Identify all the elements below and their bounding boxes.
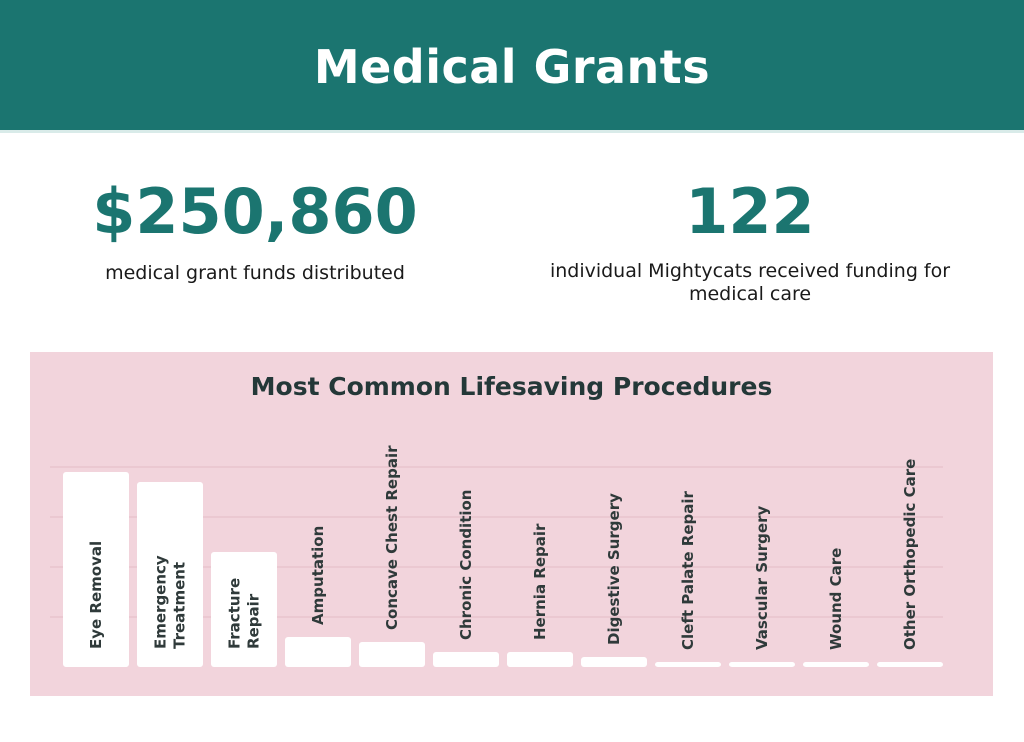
- stat-cats-description: individual Mightycats received funding f…: [549, 260, 951, 305]
- header-banner: Medical Grants: [0, 0, 1024, 130]
- bar-label: Concave Chest Repair: [383, 445, 401, 630]
- bar-fracture-repair: [211, 552, 277, 667]
- bar-hernia-repair: [507, 652, 573, 667]
- bar-label: Fracture: [226, 578, 244, 649]
- bar-label: Amputation: [309, 526, 327, 625]
- page-title: Medical Grants: [313, 40, 711, 94]
- bar-label: Repair: [245, 593, 263, 649]
- bar-wound-care: [803, 662, 869, 667]
- bar-emergency-treatment: [137, 482, 203, 667]
- bar-label: Digestive Surgery: [605, 493, 623, 645]
- bar-label: Vascular Surgery: [753, 506, 771, 650]
- header-divider: [0, 130, 1024, 133]
- stat-funds: $250,860 medical grant funds distributed: [40, 176, 470, 285]
- bar-eye-removal: [63, 472, 129, 667]
- stat-cats: 122 individual Mightycats received fundi…: [540, 176, 960, 306]
- bar-label: Wound Care: [827, 548, 845, 650]
- stat-cats-value: 122: [685, 175, 815, 248]
- bar-label: Cleft Palate Repair: [679, 490, 697, 650]
- chart-title: Most Common Lifesaving Procedures: [250, 372, 773, 401]
- bar-digestive-surgery: [581, 657, 647, 667]
- bar-label: Eye Removal: [87, 541, 105, 649]
- bar-label: Treatment: [171, 562, 189, 649]
- procedures-chart-panel: Most Common Lifesaving Procedures Eye Re…: [30, 352, 993, 696]
- bar-vascular-surgery: [729, 662, 795, 667]
- bar-amputation: [285, 637, 351, 667]
- bar-concave-chest-repair: [359, 642, 425, 667]
- stat-funds-description: medical grant funds distributed: [105, 262, 405, 284]
- bar-label: Emergency: [152, 555, 170, 649]
- bar-chronic-condition: [433, 652, 499, 667]
- bar-label: Chronic Condition: [457, 490, 475, 641]
- bar-label: Other Orthopedic Care: [901, 459, 919, 650]
- bar-label: Hernia Repair: [531, 523, 549, 640]
- stat-funds-value: $250,860: [92, 175, 418, 248]
- procedures-bar-chart: Eye Removal Emergency Treatment Fracture Rep…: [50, 445, 943, 667]
- bar-cleft-palate-repair: [655, 662, 721, 667]
- bar-other-orthopedic-care: [877, 662, 943, 667]
